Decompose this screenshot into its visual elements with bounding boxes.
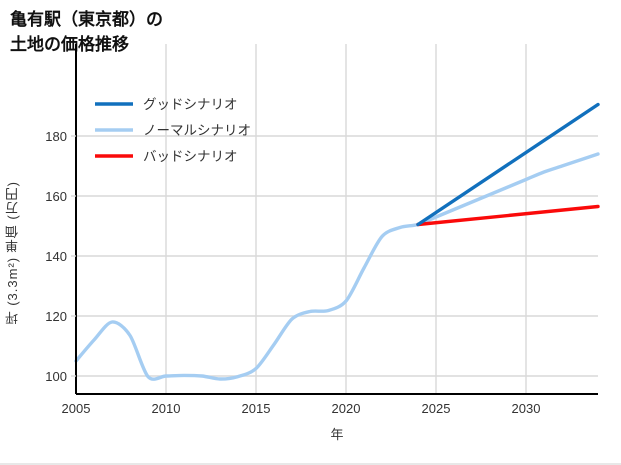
x-tick-label: 2015 [242, 401, 271, 416]
legend-label: グッドシナリオ [143, 97, 238, 112]
series-lines [74, 102, 600, 381]
y-tick-label: 160 [45, 189, 67, 204]
x-tick-label: 2005 [62, 401, 91, 416]
footer-divider [0, 463, 621, 465]
y-tick-label: 100 [45, 369, 67, 384]
x-axis-title: 年 [330, 427, 344, 442]
y-tick-label: 140 [45, 249, 67, 264]
x-tick-label: 2020 [332, 401, 361, 416]
series-line-bad [416, 204, 600, 227]
x-tick-label: 2030 [512, 401, 541, 416]
legend-label: バッドシナリオ [143, 149, 238, 164]
legend-label: ノーマルシナリオ [143, 123, 251, 138]
series-line-normal [74, 152, 600, 381]
series-line-good [416, 102, 600, 227]
y-tick-label: 180 [45, 129, 67, 144]
axis-tick-labels: 100 120 140 160 180 2005 2010 2015 2020 2025 2030 [45, 129, 540, 416]
x-tick-label: 2025 [422, 401, 451, 416]
x-tick-label: 2010 [152, 401, 181, 416]
axis-lines [71, 44, 598, 395]
chart-title: 亀有駅（東京都）の 土地の価格推移 [10, 10, 163, 54]
y-tick-label: 120 [45, 309, 67, 324]
